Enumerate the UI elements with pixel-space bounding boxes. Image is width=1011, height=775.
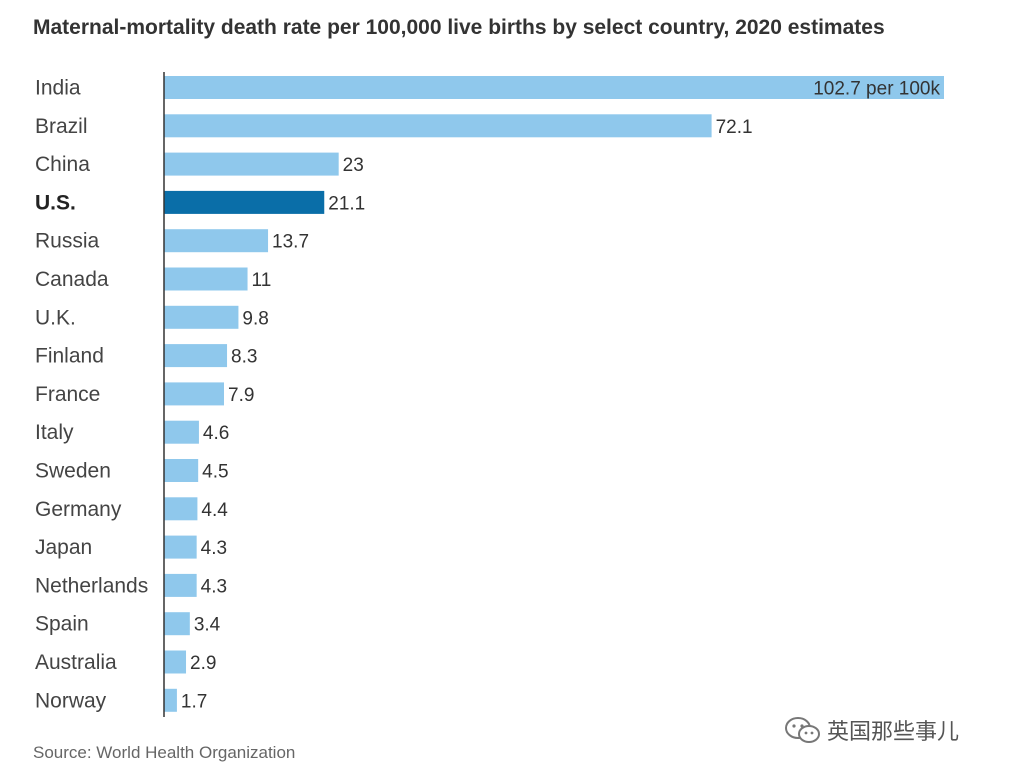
watermark: 英国那些事儿: [783, 714, 959, 746]
value-label: 4.6: [203, 423, 229, 444]
category-label: Netherlands: [35, 574, 148, 597]
value-label: 4.4: [201, 500, 228, 521]
category-label: France: [35, 383, 100, 406]
value-label: 3.4: [194, 615, 221, 636]
value-label: 9.8: [242, 308, 268, 329]
bar-u-s: [164, 190, 325, 214]
bars-group: [164, 76, 944, 712]
category-label: China: [35, 153, 90, 176]
category-label: Australia: [35, 651, 117, 674]
category-label: Sweden: [35, 460, 111, 483]
value-label: 21.1: [328, 193, 365, 214]
value-label: 13.7: [272, 232, 309, 253]
category-label: Brazil: [35, 115, 88, 138]
category-label: Japan: [35, 536, 92, 559]
bar-japan: [164, 535, 197, 559]
value-label: 4.5: [202, 462, 228, 483]
category-label: India: [35, 77, 81, 100]
value-label: 2.9: [190, 653, 216, 674]
wechat-icon: [785, 717, 820, 743]
bar-india: [164, 76, 944, 99]
watermark-text: 英国那些事儿: [827, 720, 960, 745]
value-label: 7.9: [228, 385, 254, 406]
category-label: Norway: [35, 689, 107, 712]
value-label: 4.3: [201, 576, 227, 597]
bar-china: [164, 152, 339, 176]
value-labels-group: 102.7 per 100k 72.1 23 21.1 13.711 9.8 8.3 7.9 4…: [181, 79, 941, 713]
bar-canada: [164, 267, 248, 291]
category-label: Germany: [35, 498, 122, 521]
category-labels-group: India Brazil China U.S. Russia Canada U.K. Finl…: [35, 77, 148, 713]
bar-finland: [164, 344, 228, 368]
value-label: 1.7: [181, 691, 207, 712]
category-label: Spain: [35, 613, 89, 636]
category-label: Italy: [35, 421, 74, 444]
bar-u-k: [164, 305, 239, 329]
value-label: 23: [343, 155, 364, 176]
bar-brazil: [164, 114, 712, 138]
source-note: Source: World Health Organization: [33, 743, 296, 762]
category-label: Finland: [35, 345, 104, 368]
value-label: 8.3: [231, 347, 257, 368]
value-label: 4.3: [201, 538, 227, 559]
bar-norway: [164, 688, 177, 712]
value-label: 72.1: [716, 117, 753, 138]
bar-sweden: [164, 459, 199, 482]
value-label: 11: [252, 270, 272, 291]
bar-spain: [164, 612, 190, 636]
chart-title: Maternal-mortality death rate per 100,00…: [33, 16, 885, 39]
bar-france: [164, 382, 224, 406]
bar-netherlands: [164, 573, 197, 597]
bar-australia: [164, 650, 187, 674]
value-label: 102.7 per 100k: [813, 79, 940, 100]
category-label: U.K.: [35, 306, 76, 329]
category-label: U.S.: [35, 191, 76, 214]
bar-russia: [164, 229, 269, 253]
category-label: Canada: [35, 268, 109, 291]
bar-germany: [164, 497, 198, 521]
category-label: Russia: [35, 230, 100, 253]
bar-italy: [164, 420, 199, 444]
